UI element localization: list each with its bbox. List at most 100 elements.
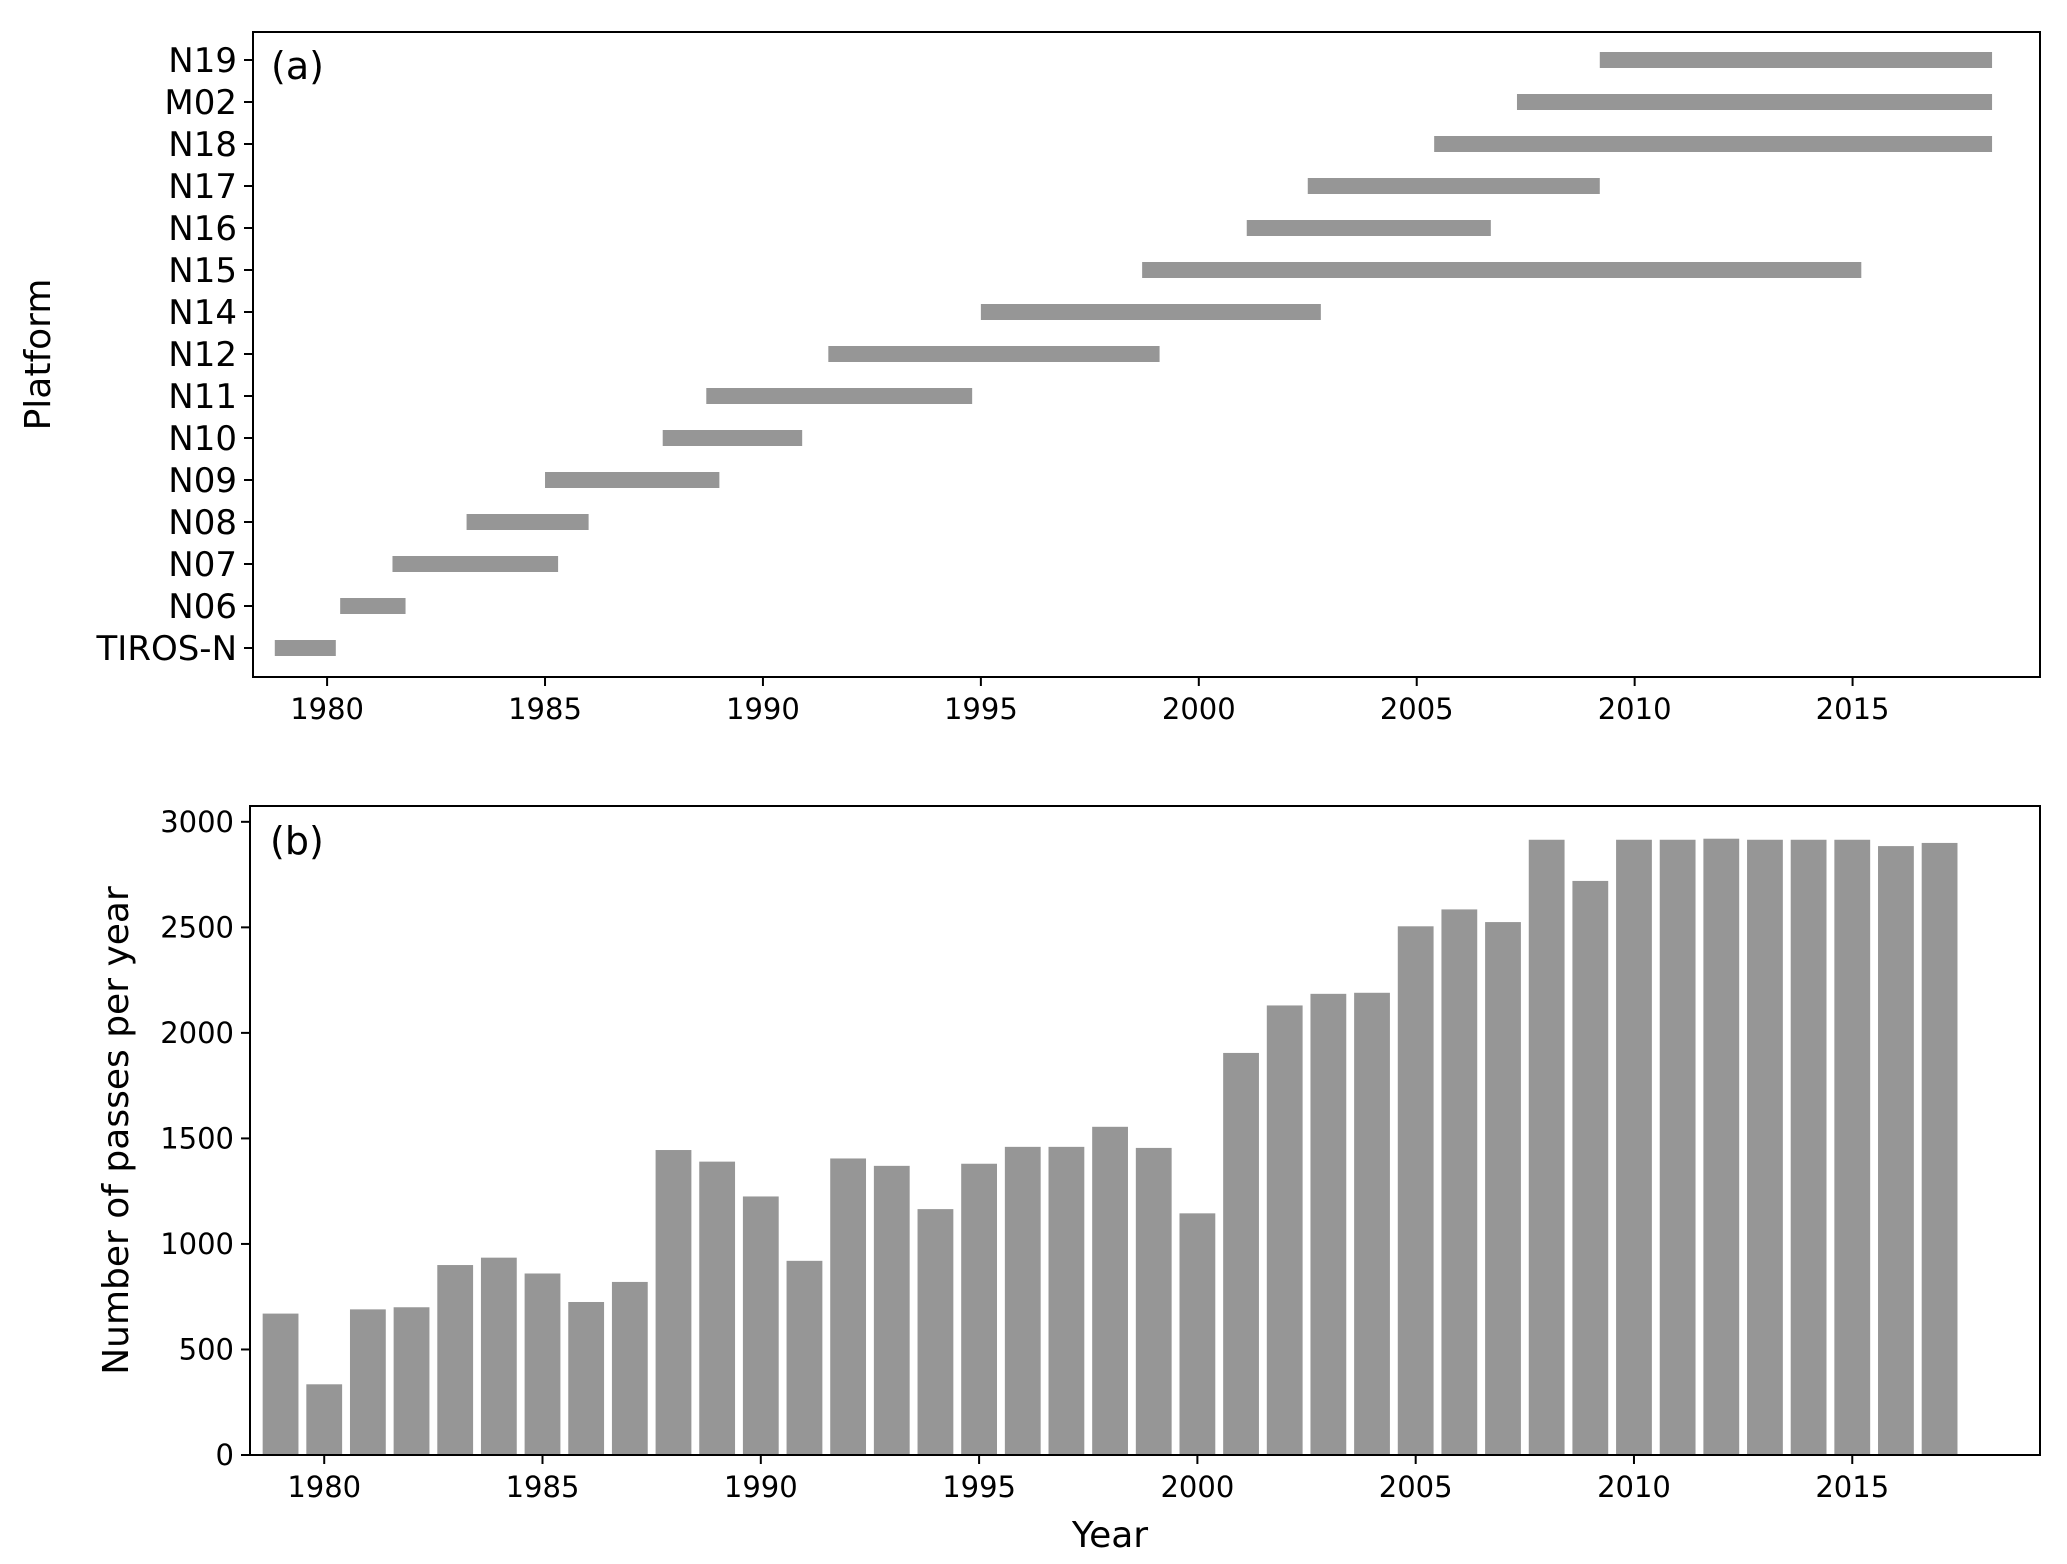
bar-2004 <box>1354 992 1390 1455</box>
bar-1994 <box>917 1209 954 1455</box>
bar-1987 <box>611 1281 648 1455</box>
range-bar-n12 <box>828 346 1160 362</box>
range-bar-n17 <box>1307 178 1600 194</box>
year-tick-label: 2000 <box>1160 1470 1234 1504</box>
bar-1989 <box>699 1161 736 1455</box>
year-tick-label: 2015 <box>1815 1470 1889 1504</box>
bar-1981 <box>349 1309 386 1455</box>
platform-label-n19: N19 <box>168 41 237 81</box>
bar-2017 <box>1921 842 1958 1455</box>
range-bar-n08 <box>466 514 589 530</box>
y-tick-label: 500 <box>179 1332 234 1366</box>
platform-label-n18: N18 <box>168 125 237 165</box>
panel-a-year-ticks: 1980 1985 1990 1995 2000 2005 2010 2015 <box>290 677 1889 726</box>
range-bar-n11 <box>706 388 973 404</box>
bar-1997 <box>1048 1146 1085 1455</box>
y-tick-label: 1500 <box>160 1121 234 1155</box>
year-tick-label: 2010 <box>1598 692 1672 726</box>
bar-2006 <box>1441 909 1478 1455</box>
bar-1985 <box>524 1273 561 1455</box>
range-bar-n14 <box>980 304 1321 320</box>
platform-label-n06: N06 <box>168 587 237 627</box>
range-bar-m02 <box>1516 94 1993 110</box>
platform-label-n10: N10 <box>168 419 237 459</box>
platform-label-n11: N11 <box>168 377 237 417</box>
year-tick-label: 1980 <box>287 1470 361 1504</box>
bar-2001 <box>1223 1052 1259 1455</box>
panel-b-bar-chart: 0 500 1000 1500 2000 2500 3000 1980 1985 1990 199… <box>96 805 2041 1556</box>
year-tick-label: 2005 <box>1379 1470 1453 1504</box>
year-tick-label: 2015 <box>1816 692 1890 726</box>
bar-1995 <box>961 1163 997 1455</box>
year-tick-label: 1995 <box>942 1470 1016 1504</box>
year-tick-label: 1985 <box>508 692 582 726</box>
bar-2013 <box>1747 839 1783 1455</box>
bar-2009 <box>1572 880 1609 1455</box>
range-bar-n18 <box>1434 136 1993 152</box>
range-bar-n19 <box>1599 52 1993 68</box>
year-tick-label: 1980 <box>290 692 364 726</box>
bar-1983 <box>437 1265 474 1455</box>
bar-1992 <box>830 1158 867 1455</box>
bar-1982 <box>393 1307 430 1455</box>
range-bar-n09 <box>545 472 720 488</box>
bar-2005 <box>1397 926 1434 1455</box>
platform-range-bars <box>274 52 1993 656</box>
platform-label-n08: N08 <box>168 503 237 543</box>
year-tick-label: 2000 <box>1162 692 1236 726</box>
bar-1980 <box>306 1384 343 1455</box>
panel-a-label: (a) <box>271 44 324 88</box>
range-bar-n06 <box>340 598 406 614</box>
bar-2003 <box>1310 993 1347 1455</box>
platform-label-n17: N17 <box>168 167 237 207</box>
panel-b-label: (b) <box>270 819 324 863</box>
year-tick-label: 1995 <box>944 692 1018 726</box>
bar-2012 <box>1703 838 1740 1455</box>
panel-a-timeline-chart: TIROS-NN06N07N08N09N10N11N12N14N15N16N17… <box>18 31 2041 726</box>
bar-1986 <box>568 1301 605 1455</box>
platform-label-m02: M02 <box>164 83 237 123</box>
passes-bars <box>262 838 1958 1455</box>
panel-a-axes-frame <box>252 31 2041 678</box>
range-bar-n16 <box>1246 220 1491 236</box>
bar-1998 <box>1092 1126 1128 1455</box>
platform-label-n07: N07 <box>168 545 237 585</box>
bar-2010 <box>1616 839 1652 1455</box>
bar-1988 <box>655 1150 692 1455</box>
bar-2014 <box>1790 839 1827 1455</box>
bar-2008 <box>1528 839 1565 1455</box>
range-bar-tiros-n <box>274 640 336 656</box>
platform-label-n09: N09 <box>168 461 237 501</box>
year-tick-label: 2010 <box>1597 1470 1671 1504</box>
y-tick-label: 2000 <box>160 1016 234 1050</box>
platform-label-n14: N14 <box>168 293 237 333</box>
bar-2015 <box>1834 839 1871 1455</box>
bar-2000 <box>1179 1213 1216 1455</box>
panel-b-x-axis-label: Year <box>1071 1515 1148 1556</box>
platform-label-n15: N15 <box>168 251 237 291</box>
platform-tick-labels: TIROS-NN06N07N08N09N10N11N12N14N15N16N17… <box>96 41 253 669</box>
range-bar-n10 <box>662 430 803 446</box>
bar-1990 <box>742 1196 779 1455</box>
platform-label-n16: N16 <box>168 209 237 249</box>
platform-label-n12: N12 <box>168 335 237 375</box>
y-tick-label: 3000 <box>160 805 234 839</box>
bar-2007 <box>1485 922 1521 1455</box>
panel-a-y-axis-label: Platform <box>18 279 59 431</box>
panel-b-year-ticks: 1980 1985 1990 1995 2000 2005 2010 2015 <box>287 1455 1889 1504</box>
bar-1984 <box>480 1257 517 1455</box>
bar-2011 <box>1659 839 1696 1455</box>
panel-b-axes-frame <box>249 805 2041 1456</box>
bar-1991 <box>786 1260 823 1455</box>
bar-2016 <box>1878 846 1914 1455</box>
year-tick-label: 1985 <box>506 1470 580 1504</box>
year-tick-label: 1990 <box>724 1470 798 1504</box>
year-tick-label: 2005 <box>1380 692 1454 726</box>
range-bar-n07 <box>392 556 559 572</box>
range-bar-n15 <box>1142 262 1862 278</box>
year-tick-label: 1990 <box>726 692 800 726</box>
y-tick-label: 0 <box>216 1438 234 1472</box>
bar-2002 <box>1266 1005 1303 1455</box>
bar-1999 <box>1135 1147 1172 1455</box>
